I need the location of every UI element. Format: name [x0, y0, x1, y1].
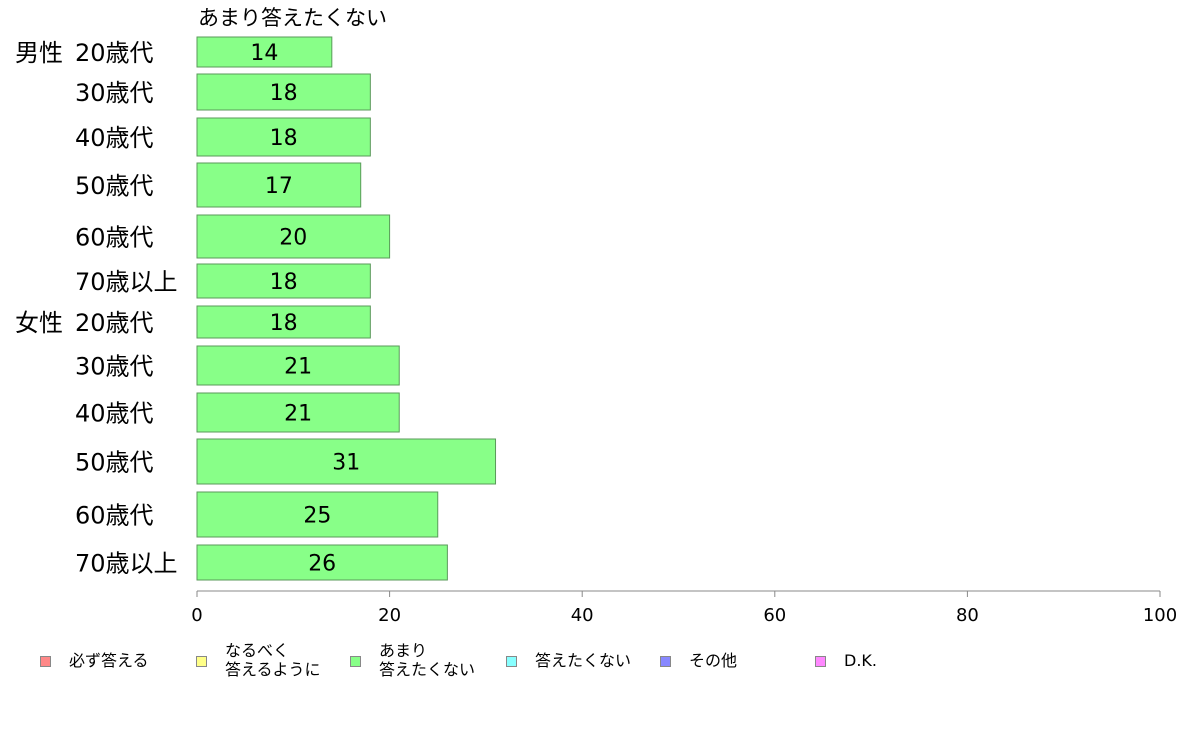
category-label-8: 40歳代	[75, 400, 154, 428]
bar-11	[196, 544, 448, 581]
bar-value-label-0: 14	[250, 41, 278, 66]
category-label-3: 50歳代	[75, 172, 154, 200]
category-label-0: 20歳代	[75, 39, 154, 67]
x-tick-label-1: 20	[378, 605, 401, 626]
bar-value-label-7: 21	[284, 355, 312, 380]
category-label-1: 30歳代	[75, 79, 154, 107]
series-header: あまり答えたくない	[198, 6, 387, 30]
category-label-4: 60歳代	[75, 224, 154, 252]
bar-2	[196, 117, 371, 157]
bar-10	[196, 491, 439, 538]
bar-value-label-6: 18	[270, 311, 298, 336]
group-label-1: 女性	[15, 309, 63, 337]
bar-value-label-8: 21	[284, 402, 312, 427]
bar-3	[196, 162, 362, 208]
bar-8	[196, 392, 400, 433]
category-label-5: 70歳以上	[75, 268, 178, 296]
x-tick-label-5: 100	[1143, 605, 1177, 626]
x-tick-label-0: 0	[191, 605, 202, 626]
x-tick-label-3: 60	[763, 605, 786, 626]
bar-9	[196, 438, 497, 485]
bar-value-label-4: 20	[279, 226, 307, 251]
bar-value-label-10: 25	[303, 504, 331, 529]
category-label-2: 40歳代	[75, 124, 154, 152]
x-tick-label-4: 80	[956, 605, 979, 626]
bar-4	[196, 214, 391, 259]
bar-value-label-11: 26	[308, 552, 336, 577]
bar-value-label-2: 18	[270, 126, 298, 151]
category-label-9: 50歳代	[75, 449, 154, 477]
group-label-0: 男性	[15, 39, 63, 67]
bar-value-label-5: 18	[270, 270, 298, 295]
bar-1	[196, 73, 371, 111]
bar-value-label-9: 31	[332, 451, 360, 476]
category-label-10: 60歳代	[75, 502, 154, 530]
bar-5	[196, 263, 371, 299]
bar-6	[196, 305, 371, 339]
category-label-11: 70歳以上	[75, 550, 178, 578]
x-tick-label-2: 40	[571, 605, 594, 626]
bar-value-label-1: 18	[270, 81, 298, 106]
category-label-7: 30歳代	[75, 353, 154, 381]
bar-0	[196, 36, 333, 68]
category-label-6: 20歳代	[75, 309, 154, 337]
bar-value-label-3: 17	[265, 174, 293, 199]
bar-7	[196, 345, 400, 386]
